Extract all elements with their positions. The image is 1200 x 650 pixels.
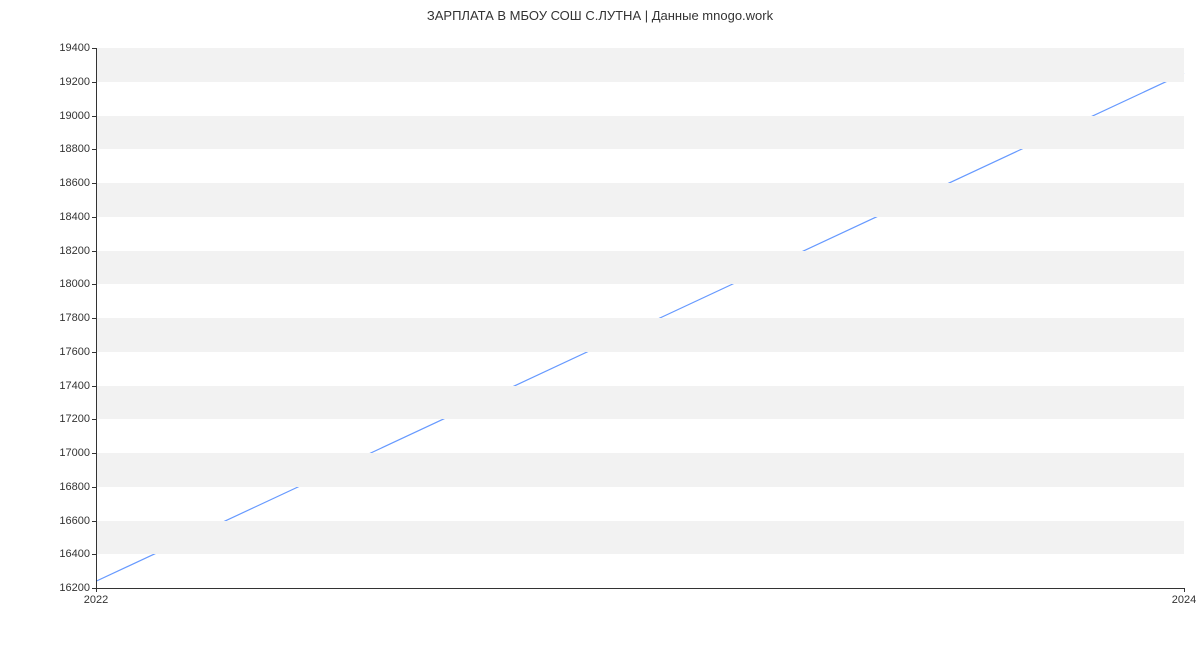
y-tick-mark (92, 453, 96, 454)
grid-band (96, 48, 1184, 82)
grid-band (96, 453, 1184, 487)
y-tick-label: 16600 (59, 515, 90, 527)
x-tick-label: 2024 (1172, 594, 1196, 606)
grid-band (96, 183, 1184, 217)
y-axis-line (96, 48, 97, 588)
y-tick-label: 17000 (59, 447, 90, 459)
y-tick-label: 16400 (59, 548, 90, 560)
x-axis-line (96, 588, 1184, 589)
grid-band (96, 386, 1184, 420)
y-tick-label: 17400 (59, 380, 90, 392)
y-tick-mark (92, 386, 96, 387)
grid-band (96, 521, 1184, 555)
x-tick-mark (1184, 588, 1185, 592)
y-tick-label: 18000 (59, 278, 90, 290)
y-tick-mark (92, 318, 96, 319)
grid-band (96, 318, 1184, 352)
y-tick-label: 16200 (59, 582, 90, 594)
y-tick-label: 18400 (59, 211, 90, 223)
y-tick-label: 19200 (59, 76, 90, 88)
y-tick-mark (92, 48, 96, 49)
y-tick-mark (92, 487, 96, 488)
y-tick-mark (92, 352, 96, 353)
y-tick-label: 18800 (59, 143, 90, 155)
y-tick-mark (92, 116, 96, 117)
y-tick-label: 18200 (59, 245, 90, 257)
y-tick-mark (92, 521, 96, 522)
y-tick-mark (92, 217, 96, 218)
y-tick-mark (92, 82, 96, 83)
plot-area: 1620016400166001680017000172001740017600… (96, 48, 1184, 588)
y-tick-mark (92, 183, 96, 184)
y-tick-mark (92, 149, 96, 150)
salary-chart: ЗАРПЛАТА В МБОУ СОШ С.ЛУТНА | Данные mno… (0, 0, 1200, 650)
y-tick-label: 17600 (59, 346, 90, 358)
y-tick-mark (92, 284, 96, 285)
y-tick-mark (92, 419, 96, 420)
y-tick-mark (92, 251, 96, 252)
y-tick-label: 17800 (59, 312, 90, 324)
y-tick-label: 19400 (59, 42, 90, 54)
y-tick-mark (92, 554, 96, 555)
x-tick-mark (96, 588, 97, 592)
y-tick-label: 19000 (59, 110, 90, 122)
y-tick-label: 16800 (59, 481, 90, 493)
grid-band (96, 251, 1184, 285)
x-tick-label: 2022 (84, 594, 108, 606)
y-tick-label: 18600 (59, 177, 90, 189)
grid-band (96, 116, 1184, 150)
chart-title: ЗАРПЛАТА В МБОУ СОШ С.ЛУТНА | Данные mno… (0, 8, 1200, 23)
y-tick-label: 17200 (59, 413, 90, 425)
